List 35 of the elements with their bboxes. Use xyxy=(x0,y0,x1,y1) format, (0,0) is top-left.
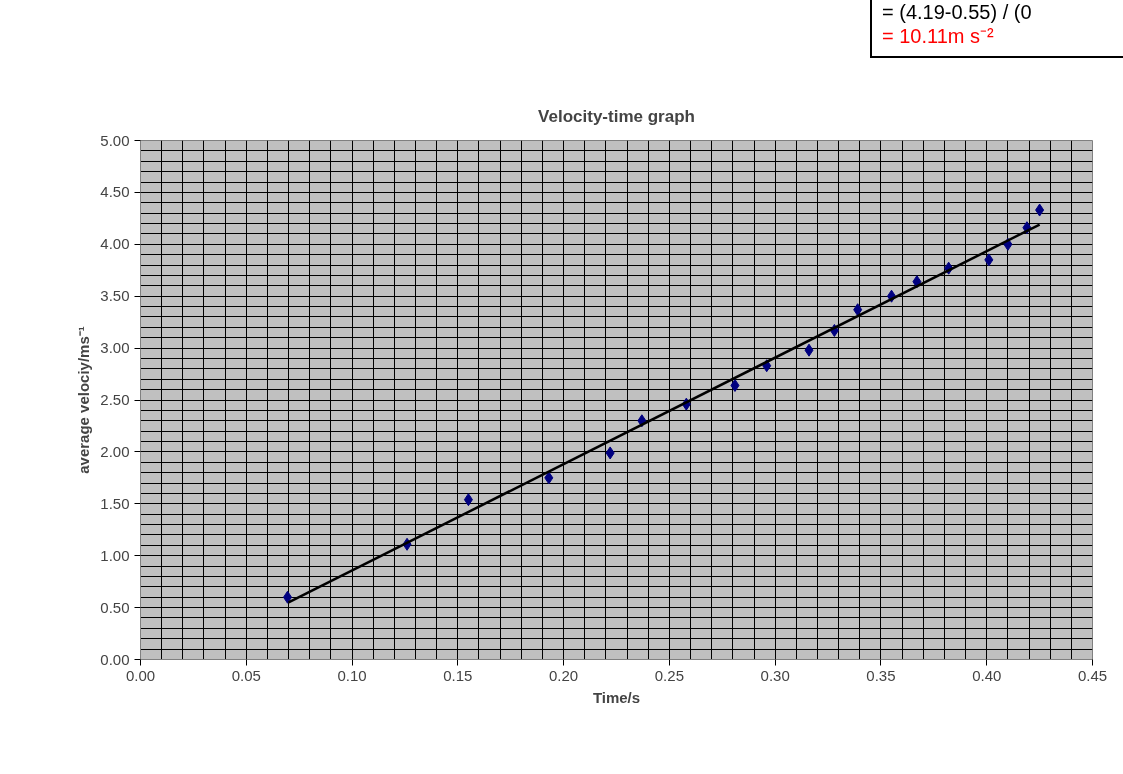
point xyxy=(1035,203,1045,217)
text: = (4.19-0.55) / (0 xyxy=(882,0,1032,24)
y-tick-label: 3.00 xyxy=(100,339,130,357)
x-tick-label: 0.00 xyxy=(125,666,156,684)
text: = 10.11m s⁻² xyxy=(882,24,995,48)
x-tick-label: 0.35 xyxy=(866,666,896,684)
point xyxy=(544,471,554,485)
point xyxy=(605,446,615,460)
y-tick-label: 0.00 xyxy=(100,650,130,668)
y-tick-label: 2.00 xyxy=(100,442,130,460)
x-tick-label: 0.20 xyxy=(549,666,579,684)
x-tick-label: 0.25 xyxy=(654,666,684,684)
y-tick-label: 0.50 xyxy=(100,598,130,616)
y-tick-label: 1.50 xyxy=(100,494,130,512)
point xyxy=(853,303,863,317)
y-tick-label: 5.00 xyxy=(100,131,130,149)
point xyxy=(730,378,740,392)
x-tick-label: 0.15 xyxy=(443,666,473,684)
point xyxy=(984,253,994,267)
x-tick-label: 0.05 xyxy=(231,666,261,684)
point xyxy=(804,343,814,357)
y-tick-label: 4.00 xyxy=(100,235,130,253)
y-axis-title: average velociy/ms⁻¹ xyxy=(75,326,93,474)
y-tick-label: 1.00 xyxy=(100,546,130,564)
point xyxy=(463,493,473,507)
x-tick-label: 0.10 xyxy=(337,666,367,684)
point xyxy=(283,590,293,604)
chart-title: Velocity-time graph xyxy=(538,106,695,126)
x-tick-label: 0.40 xyxy=(972,666,1002,684)
y-tick-label: 2.50 xyxy=(100,391,130,408)
x-tick-label: 0.30 xyxy=(760,666,790,684)
x-tick-label: 0.45 xyxy=(1077,666,1108,684)
x-axis-title: Time/s xyxy=(592,688,641,706)
y-tick-label: 3.50 xyxy=(100,287,130,305)
y-tick-label: 4.50 xyxy=(100,183,130,201)
